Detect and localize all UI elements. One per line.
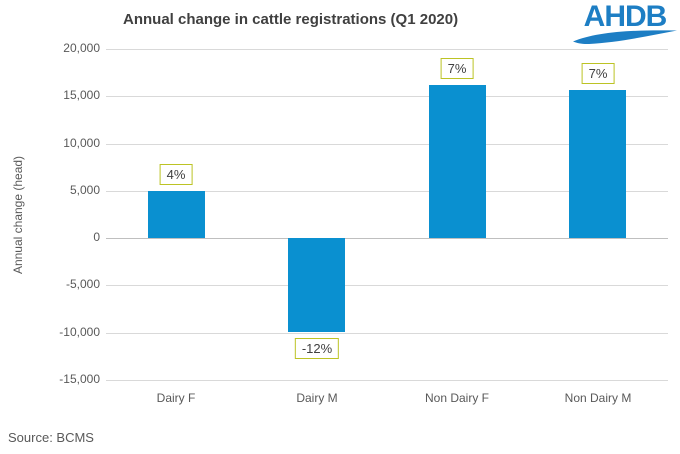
y-tick-label: 20,000: [63, 41, 100, 55]
y-axis-title: Annual change (head): [11, 155, 25, 275]
gridline: [106, 285, 668, 286]
y-tick-label: -15,000: [59, 372, 100, 386]
x-tick-label-dairy-f: Dairy F: [156, 391, 196, 405]
bar-dairy-f: [148, 191, 205, 238]
y-tick-label: 5,000: [69, 183, 100, 197]
ahdb-logo-text: AHDB: [583, 0, 668, 33]
y-tick-label: 15,000: [63, 88, 100, 102]
bar-value-label: 4%: [159, 164, 193, 185]
y-tick-label: -10,000: [59, 325, 100, 339]
source-note: Source: BCMS: [8, 430, 94, 445]
bar-non-dairy-f: [429, 85, 486, 238]
chart-title: Annual change in cattle registrations (Q…: [123, 11, 459, 28]
gridline: [106, 49, 668, 50]
bar-dairy-m: [288, 238, 345, 332]
bar-value-label: 7%: [581, 63, 615, 84]
x-tick-label-non-dairy-f: Non Dairy F: [424, 391, 490, 405]
gridline: [106, 191, 668, 192]
x-tick-label-non-dairy-m: Non Dairy M: [564, 391, 632, 405]
gridline: [106, 144, 668, 145]
bar-value-label: -12%: [294, 338, 340, 359]
ahdb-logo: AHDB: [573, 2, 677, 45]
y-tick-label: 10,000: [63, 136, 100, 150]
gridline: [106, 96, 668, 97]
bar-value-label: 7%: [440, 58, 474, 79]
bar-non-dairy-m: [569, 90, 626, 238]
y-tick-label: -5,000: [65, 277, 100, 291]
y-tick-label: 0: [93, 230, 100, 244]
x-tick-label-dairy-m: Dairy M: [296, 391, 338, 405]
ahdb-logo-swoosh-icon: [573, 30, 677, 45]
zero-gridline: [106, 238, 668, 239]
gridline: [106, 380, 668, 381]
gridline: [106, 333, 668, 334]
